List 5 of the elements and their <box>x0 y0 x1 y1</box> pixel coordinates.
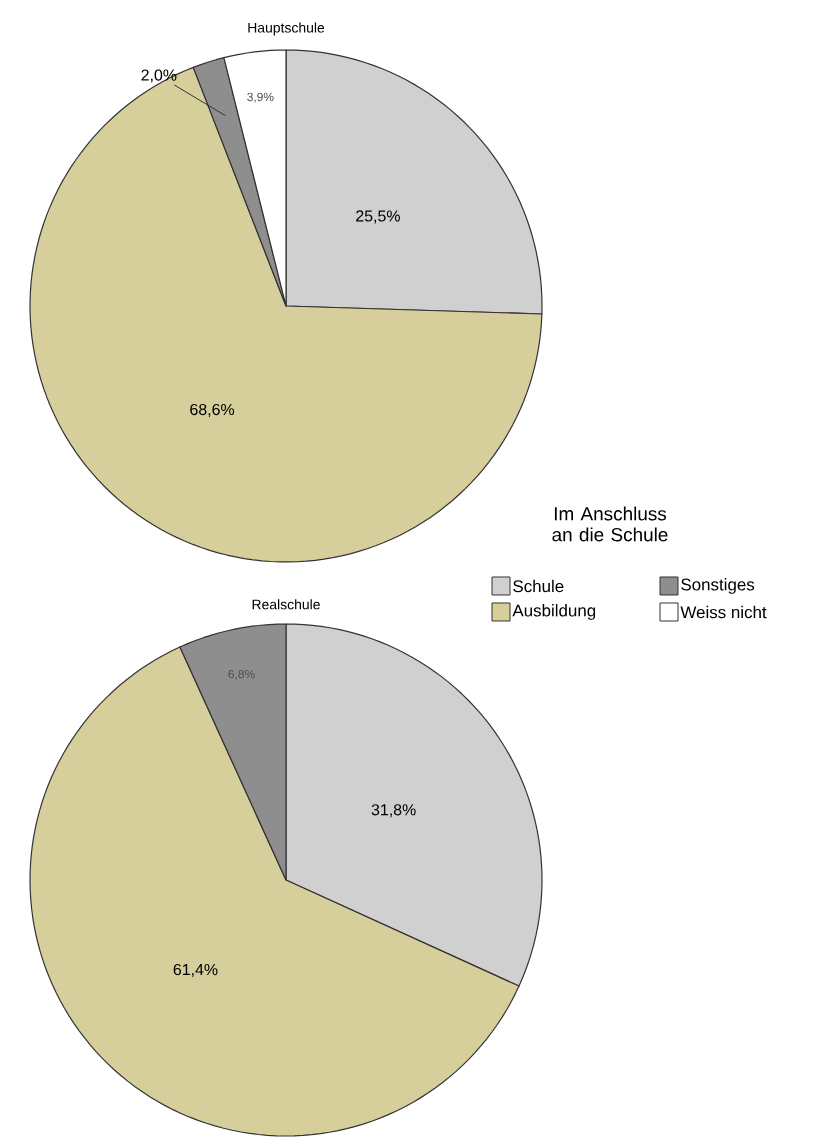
legend-label: Sonstiges <box>681 578 755 594</box>
legend-label: Weiss nicht <box>680 605 767 619</box>
legend-title: Im Anschluss an die Schule <box>552 506 668 542</box>
legend-label: Schule <box>513 579 564 593</box>
legend-label: Ausbildung <box>512 604 596 620</box>
